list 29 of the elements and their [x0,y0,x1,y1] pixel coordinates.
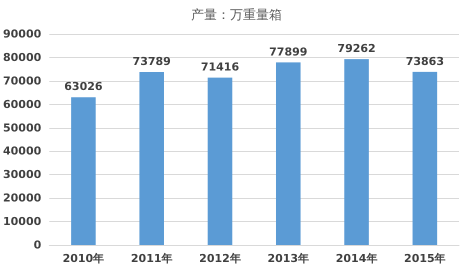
y-tick-label: 10000 [2,215,42,228]
x-tick-label: 2014年 [336,252,378,265]
y-tick-label: 60000 [2,98,42,111]
data-label: 77899 [269,45,308,58]
y-tick-label: 30000 [2,168,42,182]
bar [412,72,438,245]
y-tick-label: 50000 [2,121,42,134]
x-tick-label: 2013年 [267,252,310,265]
bar [276,62,301,245]
x-tick-label: 2012年 [199,252,241,265]
bar [71,97,96,245]
bar [139,72,164,245]
y-tick-label: 70000 [2,74,42,88]
y-tick-label: 0 [34,238,42,252]
y-tick-label: 40000 [2,144,42,158]
x-tick-label: 2015年 [404,252,446,265]
data-label: 73789 [132,55,171,68]
y-tick-label: 90000 [2,28,42,40]
bar [344,59,369,245]
x-tick-label: 2011年 [130,252,173,265]
bar [208,78,232,245]
y-tick-label: 20000 [2,192,42,205]
data-label: 79262 [337,42,376,56]
x-tick-label: 2010年 [62,252,104,265]
data-label: 63026 [64,80,103,94]
data-label: 73863 [406,54,444,68]
data-label: 71416 [200,60,240,74]
chart-title: 产量：万重量箱 [191,8,282,23]
y-tick-label: 80000 [2,50,42,64]
